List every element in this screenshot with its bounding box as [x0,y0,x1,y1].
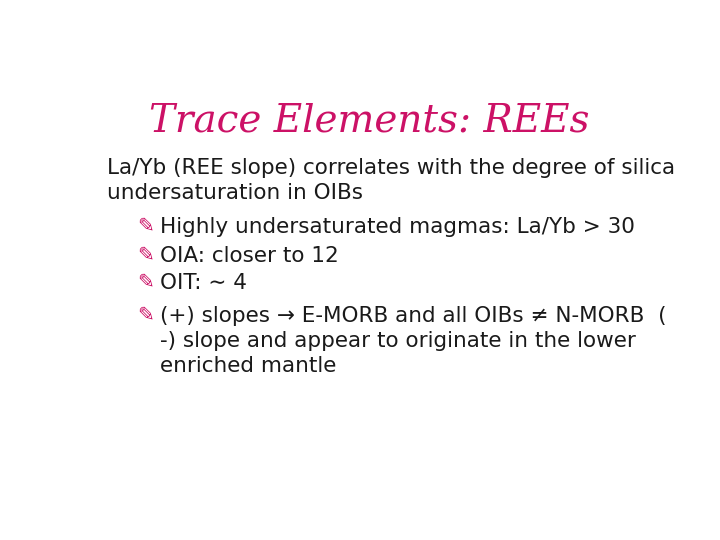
Text: ✎: ✎ [138,306,154,325]
Text: Trace Elements: REEs: Trace Elements: REEs [149,102,589,139]
Text: undersaturation in OIBs: undersaturation in OIBs [107,183,363,203]
Text: ✎: ✎ [138,217,154,235]
Text: ✎: ✎ [138,273,154,292]
Text: ✎: ✎ [138,246,154,265]
Text: Highly undersaturated magmas: La/Yb > 30: Highly undersaturated magmas: La/Yb > 30 [160,217,634,237]
Text: -) slope and appear to originate in the lower: -) slope and appear to originate in the … [160,331,636,351]
Text: OIT: ∼ 4: OIT: ∼ 4 [160,273,247,293]
Text: OIA: closer to 12: OIA: closer to 12 [160,246,338,266]
Text: enriched mantle: enriched mantle [160,356,336,376]
Text: La/Yb (REE slope) correlates with the degree of silica: La/Yb (REE slope) correlates with the de… [107,158,675,178]
Text: (+) slopes → E-MORB and all OIBs ≠ N-MORB  (: (+) slopes → E-MORB and all OIBs ≠ N-MOR… [160,306,666,326]
